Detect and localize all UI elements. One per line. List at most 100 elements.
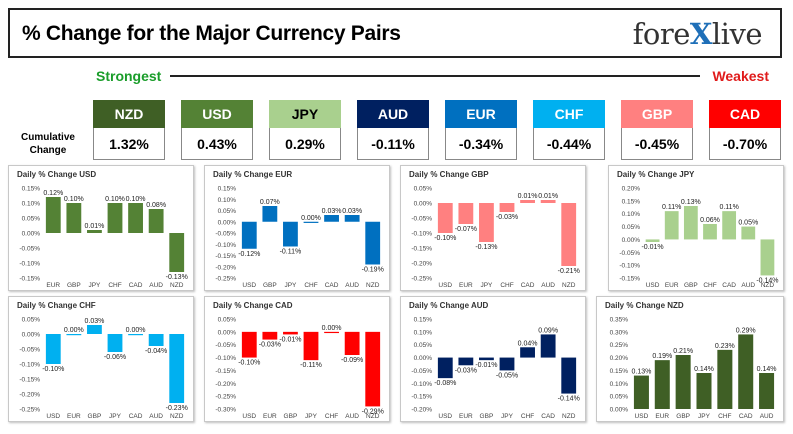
bar-usd: [45, 334, 61, 364]
currency-box-usd: USD 0.43%: [181, 100, 253, 160]
bar-chf: [717, 349, 733, 409]
x-tick-label: USD: [635, 413, 649, 420]
x-tick-label: AUD: [345, 413, 359, 420]
x-tick-label: CHF: [304, 282, 317, 289]
y-tick-label: 0.00%: [414, 355, 433, 362]
y-tick-label: 0.05%: [218, 317, 237, 324]
y-tick-label: 0.05%: [22, 317, 41, 324]
chart-title: Daily % Change GBP: [409, 170, 489, 179]
y-tick-label: 0.10%: [610, 381, 629, 388]
y-tick-label: 0.25%: [610, 342, 629, 349]
currency-box-cad: CAD -0.70%: [709, 100, 781, 160]
y-tick-label: 0.30%: [610, 329, 629, 336]
y-tick-label: 0.00%: [22, 332, 41, 339]
bar-chart: 0.35% 0.30% 0.25% 0.20% 0.15% 0.10% 0.05% 0.00%…: [610, 317, 777, 421]
y-tick-label: 0.00%: [414, 201, 433, 208]
currency-box-gbp: GBP -0.45%: [621, 100, 693, 160]
bar-cad: [722, 211, 737, 240]
x-tick-label: GBP: [684, 282, 698, 289]
x-tick-label: JPY: [305, 413, 318, 420]
x-tick-label: CAD: [129, 413, 143, 420]
x-tick-label: EUR: [459, 413, 473, 420]
bar-usd: [437, 357, 453, 379]
chart-title: Daily % Change AUD: [409, 301, 489, 310]
currency-box-eur: EUR -0.34%: [445, 100, 517, 160]
currency-cumulative-value: -0.70%: [709, 128, 781, 160]
y-tick-label: 0.00%: [622, 237, 641, 244]
y-tick-label: -0.25%: [215, 394, 236, 401]
data-label: 0.01%: [538, 193, 558, 200]
bar-eur: [262, 331, 278, 340]
x-tick-label: AUD: [149, 413, 163, 420]
y-tick-label: -0.15%: [215, 368, 236, 375]
y-tick-label: -0.05%: [215, 342, 236, 349]
x-tick-label: CHF: [108, 282, 121, 289]
x-tick-label: EUR: [67, 413, 81, 420]
bar-nzd: [365, 221, 381, 265]
bar-nzd: [760, 239, 775, 276]
bar-gbp: [683, 206, 698, 240]
data-label: -0.10%: [238, 360, 260, 367]
x-tick-label: GBP: [480, 413, 494, 420]
data-label: 0.13%: [681, 199, 701, 206]
bar-eur: [66, 334, 82, 336]
logo-x-icon: X: [689, 17, 713, 51]
x-tick-label: CHF: [718, 413, 731, 420]
x-tick-label: CHF: [521, 413, 534, 420]
y-tick-label: -0.05%: [411, 216, 432, 223]
y-tick-label: 0.05%: [414, 186, 433, 193]
bar-chart: 0.05%0.00%-0.05%-0.10%-0.15%-0.20%-0.25%…: [411, 186, 579, 290]
bar-usd: [633, 375, 649, 409]
data-label: 0.08%: [146, 202, 166, 209]
y-tick-label: -0.20%: [411, 407, 432, 414]
x-tick-label: EUR: [665, 282, 679, 289]
data-label: 0.13%: [631, 369, 651, 376]
y-tick-label: -0.10%: [215, 242, 236, 249]
y-tick-label: -0.30%: [215, 407, 236, 414]
bar-jpy: [696, 373, 712, 409]
currency-name: NZD: [93, 100, 165, 128]
currency-cumulative-value: 0.29%: [269, 128, 341, 160]
bar-aud: [540, 200, 556, 203]
y-tick-label: 0.00%: [218, 219, 237, 226]
data-label: 0.10%: [126, 196, 146, 203]
y-tick-label: 0.05%: [218, 208, 237, 215]
data-label: -0.01%: [475, 362, 497, 369]
chart-title: Daily % Change NZD: [605, 301, 684, 310]
y-tick-label: -0.25%: [215, 276, 236, 283]
bar-eur: [458, 357, 474, 366]
data-label: -0.13%: [166, 274, 188, 281]
data-label: -0.23%: [166, 405, 188, 412]
chart-title: Daily % Change EUR: [213, 170, 293, 179]
x-tick-label: USD: [242, 413, 256, 420]
y-tick-label: -0.15%: [411, 246, 432, 253]
bar-chart: 0.05%0.00%-0.05%-0.10%-0.15%-0.20%-0.25%…: [215, 317, 383, 421]
bar-nzd: [169, 233, 185, 272]
logo-text-fore: fore: [632, 17, 691, 51]
currency-name: USD: [181, 100, 253, 128]
data-label: -0.03%: [455, 367, 477, 374]
y-tick-label: 0.15%: [610, 368, 629, 375]
y-tick-label: -0.05%: [215, 231, 236, 238]
bar-eur: [45, 197, 61, 233]
data-label: -0.03%: [496, 214, 518, 221]
x-tick-label: CAD: [722, 282, 736, 289]
data-label: -0.08%: [434, 380, 456, 387]
chart-panel-1: Daily % Change USD 0.15% 0.10% 0.05% 0.00% -0…: [8, 165, 194, 291]
currency-name: CHF: [533, 100, 605, 128]
bar-chf: [324, 331, 339, 334]
chart-panel-5: Daily % Change CHF 0.05% 0.00% -0.05% -0.10%…: [8, 296, 194, 422]
data-label: 0.23%: [715, 343, 735, 350]
bar-gbp: [283, 331, 298, 335]
data-label: 0.06%: [700, 217, 720, 224]
data-label: 0.10%: [64, 196, 84, 203]
data-label: -0.19%: [362, 267, 384, 274]
y-tick-label: 0.15%: [218, 186, 237, 193]
bar-chf: [107, 203, 123, 233]
cumulative-label-line2: Change: [29, 145, 67, 156]
bar-usd: [645, 239, 660, 242]
data-label: 0.11%: [662, 204, 681, 211]
bar-nzd: [561, 203, 577, 266]
chart-panel-6: Daily % Change CAD 0.05% 0.00% -0.05% -0.10%…: [204, 296, 390, 422]
x-tick-label: NZD: [562, 282, 576, 289]
